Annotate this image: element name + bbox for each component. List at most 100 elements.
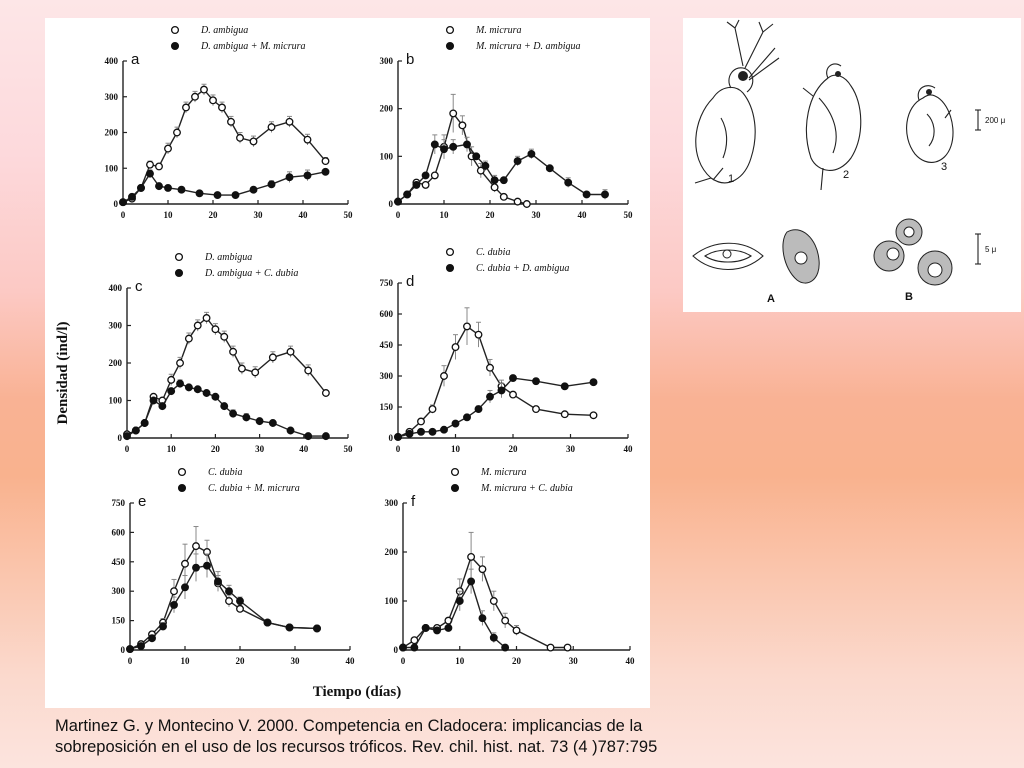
x-tick-label: 10 <box>455 656 465 666</box>
data-point <box>560 410 569 419</box>
data-point <box>242 413 251 422</box>
data-point <box>601 190 609 199</box>
series-mixed <box>126 553 321 653</box>
data-point <box>474 405 483 414</box>
data-point <box>200 85 208 94</box>
panel-d: 0 150 300 450 600 750 0 10 20 30 40 d C. dubia C. dub… <box>380 247 634 454</box>
data-point <box>227 117 235 126</box>
y-tick-label: 100 <box>385 596 399 606</box>
cladocera-illustration: 1 2 3 200 μ A B <box>683 18 1021 312</box>
data-point <box>499 192 508 201</box>
x-tick-label: 30 <box>566 444 576 454</box>
x-tick-label: 0 <box>121 210 126 220</box>
data-point <box>263 618 272 627</box>
data-point <box>193 385 202 394</box>
panel-e: 0 150 300 450 600 750 0 10 20 30 40 e C. dubia C. dub… <box>112 467 356 666</box>
panel-letter: f <box>411 493 416 510</box>
y-tick-label: 450 <box>380 340 394 350</box>
data-point <box>181 559 189 568</box>
data-point <box>225 587 233 596</box>
data-point <box>192 563 200 572</box>
panel-letter: e <box>138 493 146 510</box>
x-tick-label: 10 <box>440 210 450 220</box>
data-point <box>321 389 330 397</box>
data-point <box>164 144 172 153</box>
data-point <box>176 359 184 367</box>
data-point <box>467 552 476 561</box>
data-point <box>155 162 163 171</box>
data-point <box>167 375 176 384</box>
data-point <box>202 314 211 322</box>
series-mixed <box>394 134 609 206</box>
data-point <box>449 109 458 118</box>
x-tick-label: 40 <box>299 444 309 454</box>
data-point <box>463 413 471 422</box>
daphnia-drawing <box>694 19 780 184</box>
series-line <box>397 143 605 203</box>
legend-marker <box>445 247 455 257</box>
data-point <box>140 419 149 427</box>
panel-letter: a <box>131 51 140 68</box>
x-tick-label: 20 <box>211 444 221 454</box>
data-point <box>545 164 554 173</box>
data-point <box>417 427 425 436</box>
data-point <box>513 197 522 206</box>
data-point <box>176 379 184 388</box>
series-single <box>394 307 598 441</box>
panel-letter: c <box>135 278 143 295</box>
data-point <box>428 427 437 436</box>
data-point <box>497 386 506 395</box>
y-tick-label: 0 <box>389 199 394 209</box>
data-point <box>501 616 510 625</box>
x-tick-label: 20 <box>236 656 246 666</box>
data-point <box>202 389 211 397</box>
data-point <box>410 643 419 652</box>
x-tick-label: 0 <box>396 444 401 454</box>
illustration-svg: 1 2 3 200 μ A B <box>692 19 1006 305</box>
data-point <box>417 417 425 426</box>
x-tick-label: 10 <box>167 444 177 454</box>
cladoceran-2-drawing <box>802 63 862 191</box>
data-point <box>184 383 193 392</box>
legend-marker <box>445 41 455 51</box>
data-point <box>236 133 244 142</box>
data-point <box>229 409 238 418</box>
x-tick-label: 20 <box>512 656 522 666</box>
data-point <box>192 542 200 551</box>
data-point <box>564 178 573 187</box>
y-tick-label: 300 <box>385 498 399 508</box>
data-point <box>211 325 220 334</box>
data-point <box>405 429 414 438</box>
legend-entry: M. micrura + D. ambigua <box>475 41 581 52</box>
data-point <box>203 561 211 570</box>
data-point <box>225 597 233 605</box>
data-point <box>251 368 260 377</box>
y-tick-label: 300 <box>105 92 119 102</box>
data-point <box>184 334 193 343</box>
data-point <box>119 198 127 207</box>
y-tick-label: 300 <box>380 371 394 381</box>
series-line <box>129 564 318 650</box>
data-point <box>532 377 540 386</box>
data-point <box>560 382 569 391</box>
data-point <box>486 392 494 401</box>
data-point <box>430 171 439 180</box>
citation: Martinez G. y Montecino V. 2000. Compete… <box>55 716 815 758</box>
x-tick-label: 40 <box>624 444 634 454</box>
data-point <box>582 190 591 199</box>
legend-entry: M. micrura + C. dubia <box>480 483 573 494</box>
y-tick-label: 0 <box>118 433 123 443</box>
data-point <box>444 624 453 632</box>
series-single <box>119 83 330 207</box>
series-line <box>122 171 326 203</box>
y-tick-label: 300 <box>112 586 126 596</box>
data-point <box>209 96 217 105</box>
data-point <box>321 167 330 176</box>
data-point <box>472 152 481 161</box>
x-tick-label: 0 <box>128 656 133 666</box>
data-point <box>451 419 460 428</box>
x-tick-label: 50 <box>624 210 634 220</box>
data-point <box>428 405 437 414</box>
figure-panel: 0 100 200 300 400 0 10 20 30 40 50 a D. ambigua D. am… <box>45 18 650 708</box>
legend-entry: D. ambigua <box>204 252 252 263</box>
